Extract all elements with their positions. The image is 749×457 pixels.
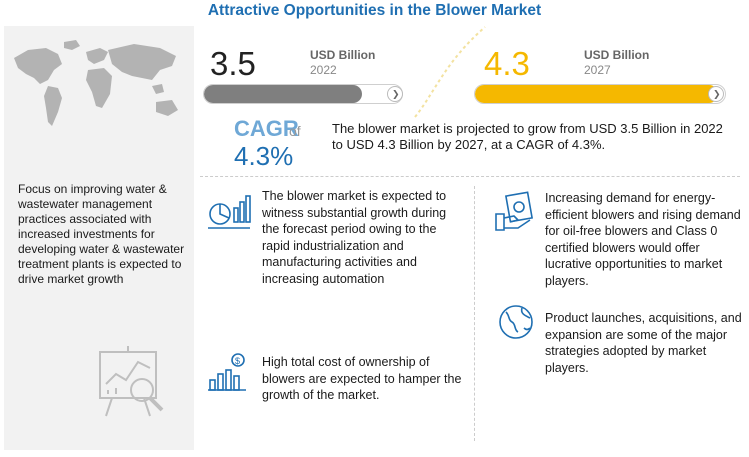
growth-chart-icon: [208, 195, 251, 229]
driver-text-1: The blower market is expected to witness…: [262, 189, 447, 286]
driver-text-3: Increasing demand for energy-efficient b…: [545, 191, 741, 288]
stat-2022-unit: USD Billion: [310, 48, 376, 62]
stat-2022-value: 3.5: [210, 45, 256, 82]
hand-money-icon: [495, 191, 534, 231]
analysis-board-icon: [99, 346, 164, 417]
chevron-right-icon: ❯: [713, 89, 721, 99]
stat-2027: 4.3 USD Billion 2027: [484, 45, 649, 82]
globe-icon: [499, 305, 533, 339]
decorative-swoosh: [414, 26, 486, 118]
bar-end-2027: [708, 86, 724, 102]
page-title: Attractive Opportunities in the Blower M…: [207, 2, 542, 19]
divider-vertical: [474, 186, 475, 441]
cost-bar-chart-icon: $: [208, 353, 246, 391]
stat-2022-year: 2022: [310, 63, 337, 77]
cagr-of: of: [289, 123, 301, 139]
progress-fill-2022: [204, 85, 363, 103]
progress-fill-2027: [475, 85, 718, 103]
svg-text:$: $: [235, 356, 240, 366]
left-description: Focus on improving water & wastewater ma…: [18, 182, 185, 286]
stat-2027-unit: USD Billion: [584, 48, 650, 62]
cagr-label: CAGR: [234, 116, 299, 141]
cagr-value: 4.3%: [234, 141, 294, 171]
stat-2022: 3.5 USD Billion 2022: [210, 45, 375, 82]
driver-text-2: High total cost of ownership of blowers …: [262, 355, 462, 402]
progress-bar-2022: [203, 84, 403, 104]
stat-2027-value: 4.3: [484, 45, 530, 82]
bar-end-2022: [387, 86, 403, 102]
driver-text-4: Product launches, acquisitions, and expa…: [545, 311, 742, 375]
left-panel: Focus on improving water & wastewater ma…: [4, 26, 194, 450]
progress-bar-2027: [474, 84, 726, 104]
projection-text: The blower market is projected to grow f…: [332, 121, 723, 152]
stat-2027-year: 2027: [584, 63, 611, 77]
divider-horizontal: [200, 176, 740, 177]
chevron-right-icon: ❯: [392, 89, 400, 99]
world-map-icon: [14, 40, 178, 126]
